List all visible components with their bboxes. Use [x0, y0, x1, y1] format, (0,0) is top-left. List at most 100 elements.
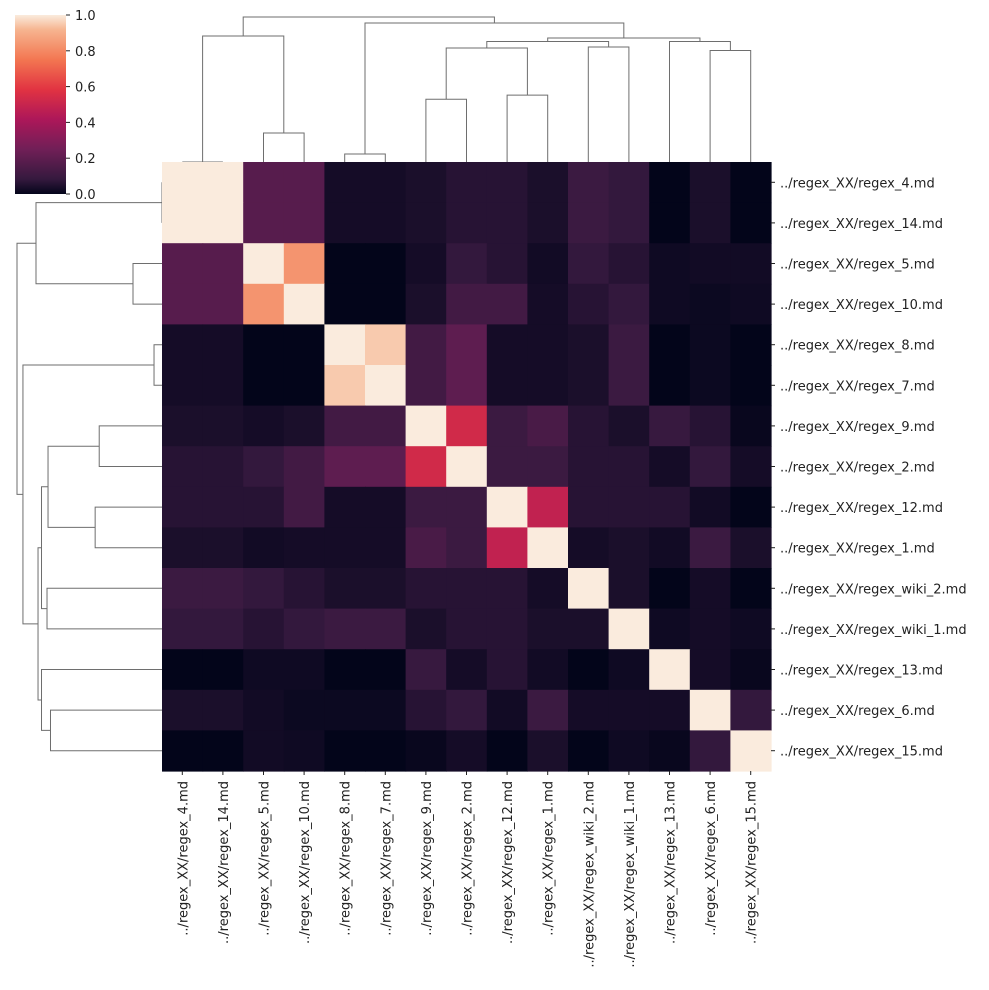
heatmap-cell: [324, 689, 366, 731]
heatmap-cell: [527, 365, 569, 407]
heatmap-cell: [202, 568, 244, 610]
heatmap-cell: [608, 527, 650, 569]
column-label: ../regex_XX/regex_wiki_1.md: [623, 781, 638, 968]
heatmap-cell: [243, 283, 285, 325]
colorbar-tick-label: 0.0: [75, 188, 96, 203]
heatmap-cell: [202, 730, 244, 772]
column-dendrogram-link: [344, 153, 386, 162]
heatmap-cell: [365, 202, 407, 244]
heatmap-cell: [649, 243, 691, 285]
heatmap-cell: [527, 446, 569, 488]
heatmap-cell: [243, 446, 285, 488]
heatmap-cell: [243, 527, 285, 569]
heatmap-cell: [202, 608, 244, 650]
heatmap-cell: [324, 527, 366, 569]
heatmap-cell: [689, 527, 731, 569]
row-label: ../regex_XX/regex_12.md: [780, 501, 943, 516]
heatmap-cell: [608, 365, 650, 407]
row-dendrogram-link: [153, 344, 162, 386]
heatmap-cell: [486, 689, 528, 731]
heatmap-cell: [405, 202, 447, 244]
heatmap-cell: [283, 405, 325, 447]
heatmap-cell: [283, 568, 325, 610]
heatmap-cell: [568, 283, 610, 325]
heatmap-cell: [243, 202, 285, 244]
row-dendrogram-link: [49, 709, 162, 752]
heatmap-cell: [527, 283, 569, 325]
heatmap-cell: [283, 689, 325, 731]
heatmap-cell: [405, 283, 447, 325]
heatmap-cell: [446, 405, 488, 447]
heatmap-cell: [689, 324, 731, 366]
row-label: ../regex_XX/regex_7.md: [780, 379, 935, 394]
heatmap-cell: [730, 324, 772, 366]
heatmap-cell: [202, 324, 244, 366]
heatmap-cell: [608, 243, 650, 285]
heatmap-cell: [324, 202, 366, 244]
heatmap-cell: [162, 243, 204, 285]
heatmap-cell: [486, 730, 528, 772]
heatmap-cell: [446, 649, 488, 691]
heatmap-cell: [324, 324, 366, 366]
heatmap-cell: [324, 283, 366, 325]
row-label: ../regex_XX/regex_14.md: [780, 217, 943, 232]
row-dendrogram-link: [94, 506, 162, 549]
heatmap-cell: [324, 162, 366, 204]
heatmap-cell: [608, 162, 650, 204]
heatmap-cell: [405, 446, 447, 488]
heatmap-cell: [446, 568, 488, 610]
heatmap-cell: [649, 568, 691, 610]
heatmap-cell: [527, 649, 569, 691]
row-label: ../regex_XX/regex_wiki_2.md: [780, 582, 967, 597]
heatmap-cell: [527, 689, 569, 731]
heatmap-cell: [608, 202, 650, 244]
heatmap-cell: [162, 608, 204, 650]
heatmap-cell: [243, 243, 285, 285]
column-label: ../regex_XX/regex_2.md: [461, 781, 476, 936]
heatmap-cell: [608, 568, 650, 610]
heatmap-cell: [243, 486, 285, 528]
heatmap-cell: [730, 527, 772, 569]
heatmap-cell: [608, 405, 650, 447]
heatmap-cell: [730, 243, 772, 285]
heatmap-cell: [405, 689, 447, 731]
heatmap-cell: [283, 243, 325, 285]
heatmap-cell: [486, 446, 528, 488]
heatmap-cell: [283, 527, 325, 569]
heatmap-cell: [243, 649, 285, 691]
column-dendrogram-link: [445, 47, 528, 100]
row-label: ../regex_XX/regex_8.md: [780, 339, 935, 354]
row-dendrogram-link: [132, 263, 162, 305]
colorbar-tick-label: 1.0: [75, 9, 96, 24]
heatmap-cell: [446, 689, 488, 731]
heatmap-cell: [405, 486, 447, 528]
heatmap-cell: [486, 162, 528, 204]
column-label: ../regex_XX/regex_12.md: [501, 781, 516, 944]
heatmap-cell: [283, 162, 325, 204]
heatmap-cell: [649, 730, 691, 772]
heatmap-cell: [486, 243, 528, 285]
heatmap-cell: [202, 283, 244, 325]
heatmap-cell: [324, 730, 366, 772]
heatmap-cell: [283, 446, 325, 488]
heatmap-cell: [730, 162, 772, 204]
heatmap-cell: [162, 730, 204, 772]
heatmap-cell: [689, 568, 731, 610]
heatmap-cell: [162, 324, 204, 366]
heatmap-cell: [162, 283, 204, 325]
heatmap-cell: [446, 283, 488, 325]
heatmap-cell: [324, 365, 366, 407]
heatmap-cell: [243, 689, 285, 731]
row-label: ../regex_XX/regex_6.md: [780, 704, 935, 719]
heatmap-cell: [202, 649, 244, 691]
heatmap-cell: [568, 608, 610, 650]
heatmap-cell: [324, 405, 366, 447]
column-label: ../regex_XX/regex_4.md: [176, 781, 191, 936]
heatmap-cell: [486, 283, 528, 325]
heatmap-cell: [689, 689, 731, 731]
column-label: ../regex_XX/regex_1.md: [542, 781, 557, 936]
column-label: ../regex_XX/regex_5.md: [258, 781, 273, 936]
column-label: ../regex_XX/regex_13.md: [664, 781, 679, 944]
heatmap-cell: [608, 608, 650, 650]
